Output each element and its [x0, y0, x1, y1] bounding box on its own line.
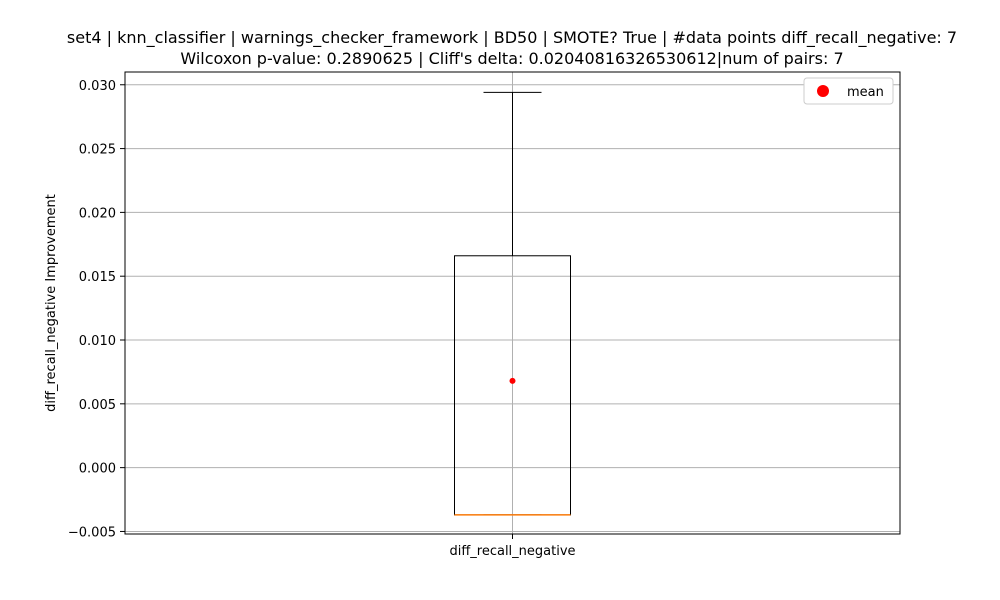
y-tick-label: 0.010	[79, 334, 116, 349]
x-tick-label: diff_recall_negative	[449, 544, 575, 559]
chart-title-line-1: set4 | knn_classifier | warnings_checker…	[67, 28, 957, 48]
y-tick-label: 0.005	[79, 398, 116, 413]
y-axis-label: diff_recall_negative Improvement	[44, 194, 59, 412]
y-tick-label: 0.015	[79, 270, 116, 285]
axis-layer: −0.005 0.000 0.005 0.010 0.015 0.020 0.025 0.03…	[68, 79, 576, 559]
legend-frame	[803, 77, 894, 105]
y-tick-label: 0.000	[79, 462, 116, 477]
legend-mean-label: mean	[847, 85, 884, 100]
chart-title-line-2: Wilcoxon p-value: 0.2890625 | Cliff's de…	[180, 49, 843, 68]
y-tick-label: 0.025	[79, 143, 116, 158]
legend: mean	[803, 77, 894, 105]
y-tick-label: 0.020	[79, 206, 116, 221]
plot-layer	[454, 91, 571, 516]
y-tick-label: −0.005	[68, 525, 116, 540]
mean-marker	[509, 377, 516, 384]
y-tick-label: 0.030	[79, 79, 116, 94]
legend-mean-marker	[817, 85, 829, 97]
